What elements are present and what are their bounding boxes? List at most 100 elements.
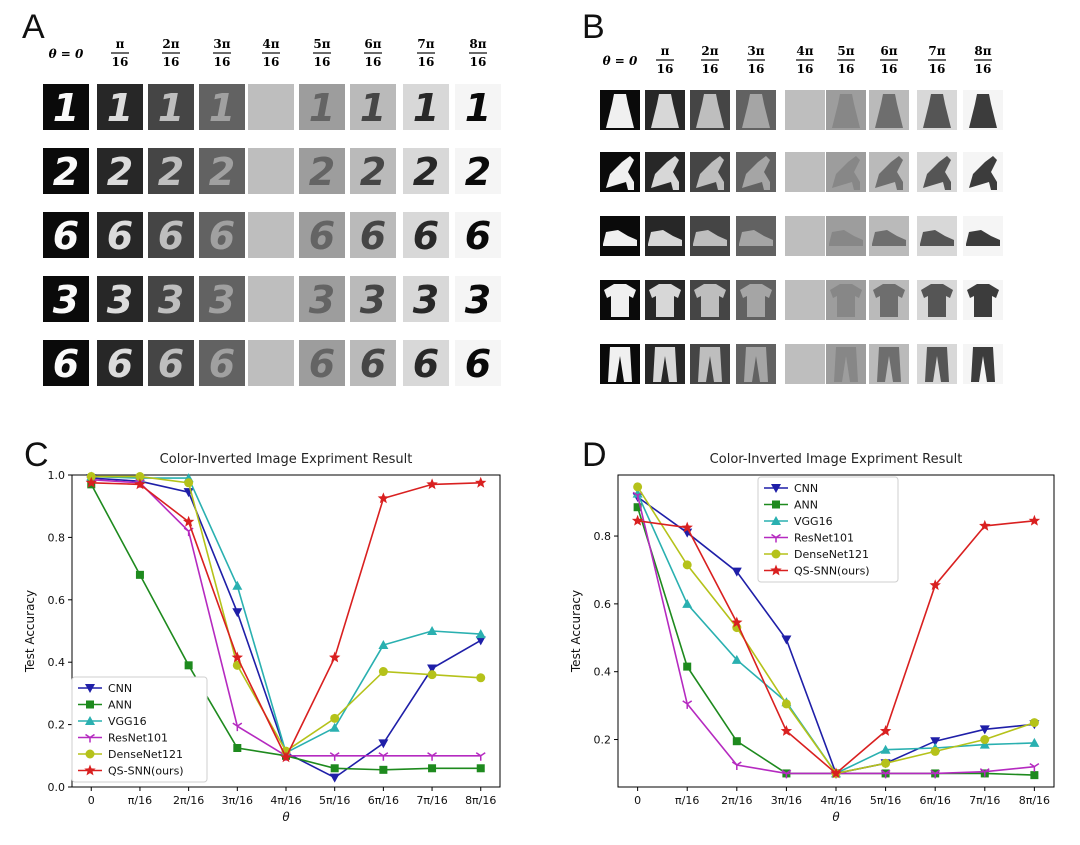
marker-circle	[1029, 718, 1039, 728]
mnist-cell-bg	[199, 84, 245, 130]
fashion-cell	[600, 216, 640, 256]
mnist-cell	[248, 84, 294, 130]
mnist-cell: 1	[350, 84, 396, 130]
mnist-cell: 2	[97, 148, 143, 194]
legend: CNN ANN VGG16 ResNet101 DenseNet121 QS-SNN(ou…	[71, 676, 208, 783]
marker-tri-down	[771, 533, 781, 543]
dress-shape	[606, 94, 634, 128]
fashion-cell	[600, 152, 640, 192]
marker-square	[233, 744, 242, 752]
trousers-shape	[744, 347, 768, 382]
y-tick-label: 0.8	[48, 531, 66, 544]
mnist-digit: 6	[309, 214, 335, 258]
fashion-cell	[917, 280, 957, 320]
y-tick-label: 0.4	[594, 666, 612, 679]
series-qs-snn-ours-	[85, 476, 487, 763]
marker-triangle-up	[378, 640, 389, 650]
x-tick-label: 6π/16	[368, 794, 399, 807]
y-axis-label: Test Accuracy	[569, 590, 583, 673]
mnist-cell: 3	[350, 276, 396, 322]
marker-tri-down	[232, 722, 243, 732]
tshirt-shape	[830, 284, 862, 317]
fashion-cell	[690, 90, 730, 130]
mnist-header-den: 16	[365, 55, 382, 69]
mnist-header-num: 3π	[213, 37, 230, 51]
fashion-cell	[963, 344, 1003, 384]
mnist-digit: 6	[107, 214, 133, 258]
mnist-digit: 2	[209, 150, 235, 194]
marker-triangle-up	[771, 516, 781, 525]
x-tick-label: 3π/16	[771, 794, 802, 807]
marker-star	[681, 521, 693, 533]
fashion-cell	[963, 152, 1003, 192]
fashion-cell	[736, 280, 776, 320]
marker-star	[770, 564, 782, 576]
mnist-cell: 6	[299, 340, 345, 386]
marker-star	[426, 478, 438, 490]
mnist-cell-bg	[199, 148, 245, 194]
mnist-cell-bg	[97, 340, 143, 386]
dress-shape	[969, 94, 997, 128]
fashion-cell	[645, 152, 685, 192]
mnist-digit: 6	[360, 214, 386, 258]
marker-triangle-up	[632, 488, 643, 498]
mnist-header-theta0: θ = 0	[49, 47, 84, 61]
marker-circle	[476, 673, 486, 683]
sneaker-shape	[920, 230, 954, 246]
mnist-cell-bg	[455, 84, 501, 130]
dress-shape	[832, 94, 860, 128]
chart-title: Color-Inverted Image Expriment Result	[160, 452, 413, 467]
accuracy-chart-mnist: Color-Inverted Image Expriment Result 0 π/…	[23, 452, 501, 824]
marker-circle	[781, 699, 791, 709]
x-tick-label: 5π/16	[319, 794, 350, 807]
fashion-header-den: 16	[975, 62, 992, 76]
mnist-digit: 3	[158, 278, 184, 322]
mnist-cell: 3	[403, 276, 449, 322]
series-densenet121	[86, 472, 486, 756]
marker-circle	[881, 758, 891, 768]
marker-square	[330, 764, 339, 773]
mnist-cell-bg	[350, 276, 396, 322]
mnist-digit: 6	[309, 342, 335, 386]
legend-label: CNN	[108, 682, 132, 695]
fashion-header-den: 16	[702, 62, 719, 76]
mnist-header-den: 16	[263, 55, 280, 69]
y-tick-label: 0.0	[48, 781, 66, 794]
mnist-digit: 1	[53, 86, 79, 130]
mnist-header-num: 6π	[364, 37, 381, 51]
mnist-cell: 2	[43, 148, 89, 194]
mnist-digit: 2	[360, 150, 386, 194]
mnist-cell-bg	[199, 340, 245, 386]
fashion-cell	[869, 90, 909, 130]
marker-tri-down	[731, 761, 742, 770]
mnist-cell-bg	[97, 276, 143, 322]
sandal-shape	[742, 156, 770, 190]
legend-label: ResNet101	[108, 732, 168, 745]
dress-shape	[696, 94, 724, 128]
mnist-digit: 6	[53, 214, 79, 258]
sandal-shape	[875, 156, 903, 190]
panel-label-a: A	[22, 8, 45, 46]
mnist-cell-bg	[199, 212, 245, 258]
y-tick-label: 1.0	[48, 469, 66, 482]
marker-star	[780, 725, 793, 736]
mnist-header-den: 16	[163, 55, 180, 69]
mnist-header-num: π	[116, 37, 125, 51]
tshirt-shape	[873, 284, 905, 317]
fashion-cell	[600, 344, 640, 384]
marker-triangle-up	[427, 626, 438, 635]
mnist-cell: 6	[455, 212, 501, 258]
dress-shape	[742, 94, 770, 128]
marker-triangle-up	[979, 739, 990, 749]
mnist-cell: 6	[350, 340, 396, 386]
y-tick-label: 0.6	[48, 594, 66, 607]
mnist-digit: 2	[309, 150, 335, 194]
trousers-shape	[925, 347, 949, 382]
fashion-cell	[736, 152, 776, 192]
fashion-cell	[645, 90, 685, 130]
mnist-cell	[248, 148, 294, 194]
trousers-shape	[653, 347, 677, 382]
mnist-cell: 2	[299, 148, 345, 194]
legend-label: DenseNet121	[794, 548, 869, 561]
sneaker-shape	[966, 230, 1000, 246]
